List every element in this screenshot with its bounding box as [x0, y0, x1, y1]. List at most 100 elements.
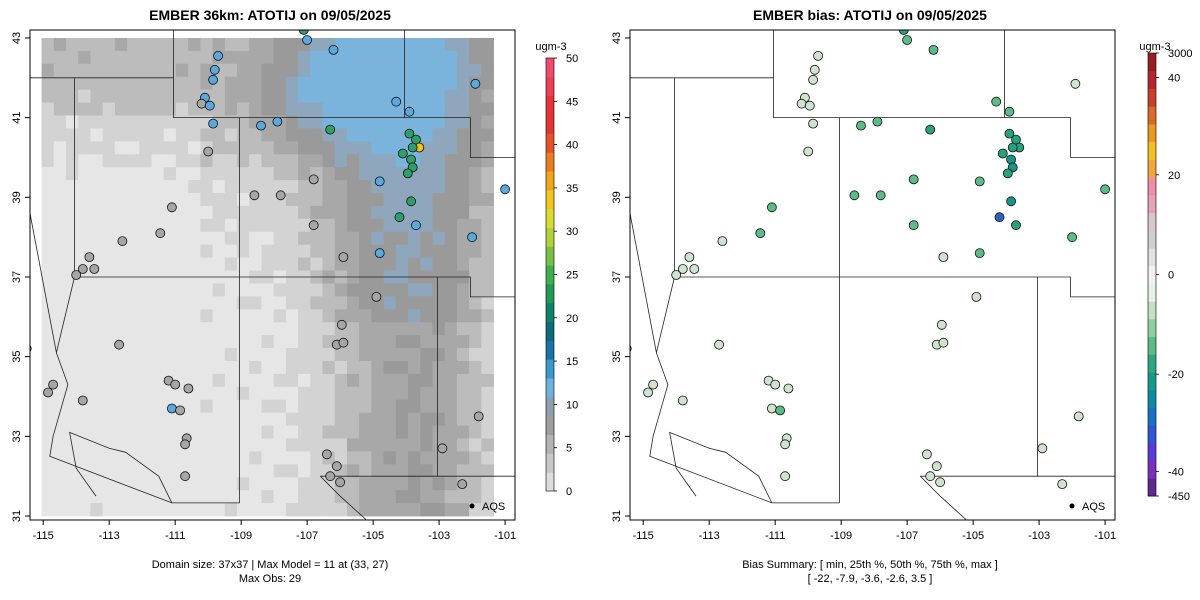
y-tick-label: 33	[11, 430, 23, 442]
grid-cell	[383, 141, 397, 155]
grid-cell	[127, 63, 140, 78]
grid-cell	[432, 193, 446, 207]
grid-cell	[408, 50, 421, 65]
aqs-site	[338, 252, 349, 263]
grid-cell	[237, 115, 250, 129]
y-tick-label: 37	[11, 271, 23, 283]
grid-cell	[90, 180, 104, 194]
grid-cell	[334, 218, 348, 233]
grid-cell	[200, 464, 213, 478]
grid-cell	[200, 63, 213, 78]
grid-cell	[481, 270, 494, 284]
grid-cell	[114, 193, 128, 207]
grid-cell	[298, 438, 311, 452]
grid-cell	[273, 218, 287, 233]
grid-cell	[200, 490, 213, 504]
grid-cell	[298, 244, 311, 259]
grid-cell	[102, 296, 116, 310]
grid-cell	[322, 438, 336, 452]
grid-cell	[261, 360, 275, 375]
grid-cell	[346, 205, 360, 220]
grid-cell	[53, 115, 67, 129]
aqs-site	[994, 212, 1005, 223]
grid-cell	[249, 141, 262, 155]
aqs-site	[249, 190, 260, 201]
grid-cell	[188, 154, 201, 168]
grid-cell	[41, 477, 55, 491]
grid-cell	[41, 63, 55, 78]
grid-cell	[456, 309, 470, 323]
grid-cell	[53, 412, 67, 426]
grid-cell	[212, 373, 226, 388]
grid-cell	[273, 477, 287, 491]
grid-cell	[432, 322, 446, 336]
grid-cell	[237, 503, 250, 517]
grid-cell	[188, 451, 201, 465]
grid-cell	[212, 141, 226, 155]
bias-colorbar-units: ugm-3	[1139, 41, 1170, 53]
grid-cell	[175, 335, 189, 349]
grid-cell	[481, 154, 494, 168]
model-legend-label: AQS	[482, 501, 505, 513]
grid-cell	[273, 503, 287, 517]
grid-cell	[151, 309, 165, 323]
grid-cell	[188, 50, 201, 65]
grid-cell	[371, 102, 385, 116]
grid-cell	[383, 490, 397, 504]
grid-cell	[395, 451, 409, 465]
grid-cell	[53, 231, 67, 246]
grid-cell	[261, 180, 275, 194]
grid-cell	[261, 244, 275, 259]
grid-cell	[188, 399, 201, 414]
colorbar-segment	[1148, 478, 1156, 497]
grid-cell	[456, 167, 470, 181]
grid-cell	[200, 218, 213, 233]
grid-cell	[285, 231, 299, 246]
grid-cell	[420, 89, 433, 103]
grid-cell	[322, 244, 336, 259]
grid-cell	[53, 464, 67, 478]
grid-cell	[298, 167, 311, 181]
grid-cell	[371, 360, 385, 375]
grid-cell	[151, 257, 165, 271]
grid-cell	[359, 257, 372, 271]
grid-cell	[114, 115, 128, 129]
grid-cell	[151, 425, 165, 439]
grid-cell	[78, 218, 91, 233]
grid-cell	[102, 503, 116, 517]
grid-cell	[432, 283, 446, 297]
grid-cell	[444, 322, 458, 336]
grid-cell	[53, 102, 67, 116]
grid-cell	[346, 167, 360, 181]
colorbar-segment	[1148, 177, 1156, 196]
grid-cell	[175, 63, 189, 78]
grid-cell	[102, 167, 116, 181]
grid-cell	[420, 451, 433, 465]
grid-cell	[432, 257, 446, 271]
grid-cell	[383, 180, 397, 194]
grid-cell	[334, 89, 348, 103]
grid-cell	[139, 244, 152, 259]
grid-cell	[273, 490, 287, 504]
grid-cell	[310, 438, 323, 452]
grid-cell	[188, 348, 201, 362]
grid-cell	[237, 218, 250, 233]
grid-cell	[481, 412, 494, 426]
grid-cell	[163, 244, 177, 259]
grid-cell	[188, 180, 201, 194]
grid-cell	[420, 50, 433, 65]
grid-cell	[200, 451, 213, 465]
grid-cell	[481, 386, 494, 401]
state-boundary	[920, 475, 967, 520]
grid-cell	[359, 50, 372, 65]
grid-cell	[383, 464, 397, 478]
aqs-site	[208, 118, 219, 129]
grid-cell	[444, 360, 458, 375]
grid-cell	[261, 296, 275, 310]
grid-cell	[298, 425, 311, 439]
grid-cell	[334, 438, 348, 452]
grid-cell	[420, 63, 433, 78]
grid-cell	[139, 283, 152, 297]
grid-cell	[212, 218, 226, 233]
grid-cell	[127, 218, 140, 233]
